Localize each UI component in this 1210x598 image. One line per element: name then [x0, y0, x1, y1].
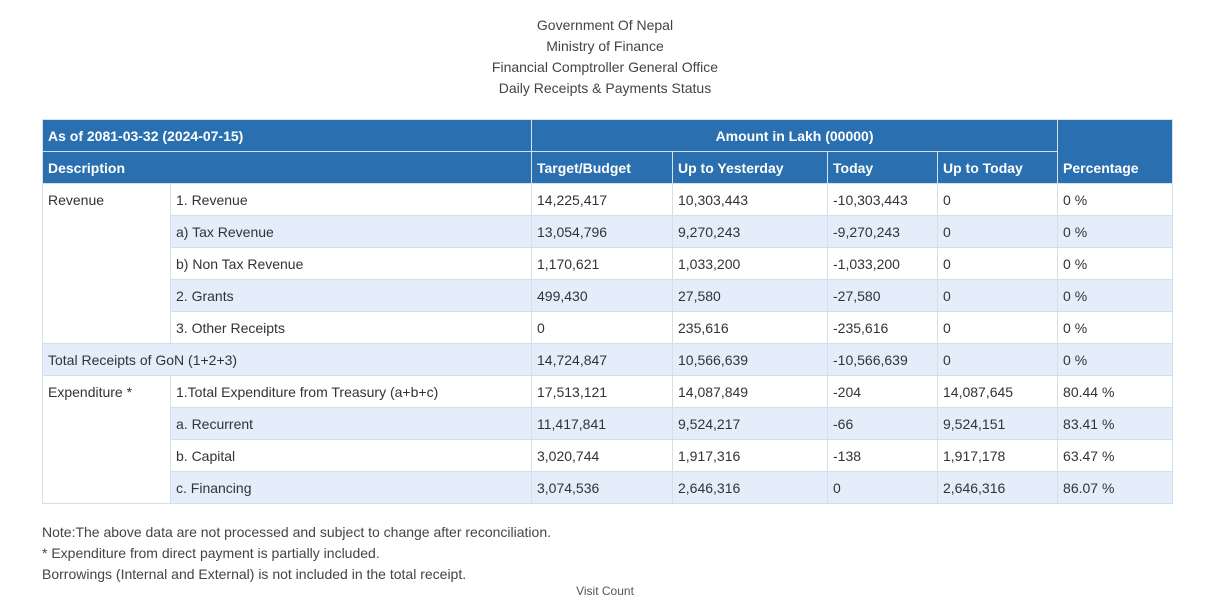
- today-cell: -9,270,243: [827, 215, 938, 248]
- notes-section: Note:The above data are not processed an…: [42, 522, 551, 585]
- report-header: Government Of Nepal Ministry of Finance …: [0, 15, 1210, 99]
- today-cell: -27,580: [827, 279, 938, 312]
- receipts-payments-table: As of 2081-03-32 (2024-07-15) Amount in …: [42, 119, 1174, 504]
- target-cell: 499,430: [531, 279, 673, 312]
- table-row: a) Tax Revenue 13,054,796 9,270,243 -9,2…: [43, 215, 1174, 248]
- total-row-label: Total Receipts of GoN (1+2+3): [42, 343, 532, 376]
- today-cell: -138: [827, 439, 938, 472]
- table-row: 3. Other Receipts 0 235,616 -235,616 0 0…: [43, 311, 1174, 344]
- target-cell: 13,054,796: [531, 215, 673, 248]
- up-to-today-cell: 0: [936, 247, 1059, 280]
- percentage-cell: 83.41 %: [1057, 407, 1174, 440]
- percentage-cell: 63.47 %: [1057, 439, 1174, 472]
- percentage-cell: 80.44 %: [1057, 375, 1174, 408]
- total-receipts-row: Total Receipts of GoN (1+2+3) 14,724,847…: [42, 343, 1174, 376]
- note-borrowings: Borrowings (Internal and External) is no…: [42, 566, 467, 582]
- visit-counter-label: Visit Count: [576, 584, 634, 598]
- yesterday-cell: 10,303,443: [672, 183, 828, 216]
- row-label: c. Financing: [170, 471, 532, 504]
- up-to-today-cell: 2,646,316: [936, 471, 1059, 504]
- up-to-today-cell: 0: [936, 279, 1059, 312]
- row-label: 1. Revenue: [170, 183, 532, 216]
- table-row: b) Non Tax Revenue 1,170,621 1,033,200 -…: [43, 247, 1174, 280]
- government-name: Government Of Nepal: [536, 17, 674, 33]
- today-cell: -235,616: [827, 311, 938, 344]
- amount-unit-header: Amount in Lakh (00000): [530, 119, 1059, 152]
- target-cell: 1,170,621: [531, 247, 673, 280]
- note-direct-payment: * Expenditure from direct payment is par…: [42, 545, 380, 561]
- today-header: Today: [827, 151, 938, 184]
- up-to-yesterday-header: Up to Yesterday: [672, 151, 828, 184]
- percentage-cell: 0 %: [1057, 215, 1174, 248]
- yesterday-cell: 1,033,200: [672, 247, 828, 280]
- expenditure-group-label: Expenditure *: [42, 375, 171, 504]
- table-row: c. Financing 3,074,536 2,646,316 0 2,646…: [43, 471, 1174, 504]
- percentage-cell: 0 %: [1057, 343, 1174, 376]
- as-of-date-header: As of 2081-03-32 (2024-07-15): [42, 119, 532, 152]
- today-cell: 0: [827, 471, 938, 504]
- yesterday-cell: 235,616: [672, 311, 828, 344]
- yesterday-cell: 14,087,849: [672, 375, 828, 408]
- row-label: b) Non Tax Revenue: [170, 247, 532, 280]
- up-to-today-cell: 0: [936, 183, 1059, 216]
- target-cell: 14,724,847: [531, 343, 673, 376]
- up-to-today-cell: 0: [936, 343, 1059, 376]
- target-cell: 3,074,536: [531, 471, 673, 504]
- percentage-cell: 0 %: [1057, 311, 1174, 344]
- row-label: 1.Total Expenditure from Treasury (a+b+c…: [170, 375, 532, 408]
- today-cell: -204: [827, 375, 938, 408]
- row-label: b. Capital: [170, 439, 532, 472]
- percentage-header: Percentage: [1057, 119, 1174, 184]
- target-cell: 17,513,121: [531, 375, 673, 408]
- yesterday-cell: 27,580: [672, 279, 828, 312]
- row-label: a. Recurrent: [170, 407, 532, 440]
- office-name: Financial Comptroller General Office: [491, 59, 719, 75]
- ministry-name: Ministry of Finance: [546, 38, 664, 54]
- report-title: Daily Receipts & Payments Status: [498, 80, 712, 96]
- table-row: 2. Grants 499,430 27,580 -27,580 0 0 %: [43, 279, 1174, 312]
- note-reconciliation: Note:The above data are not processed an…: [42, 524, 551, 540]
- today-cell: -10,566,639: [827, 343, 938, 376]
- row-label: 2. Grants: [170, 279, 532, 312]
- description-header: Description: [42, 151, 532, 184]
- up-to-today-cell: 9,524,151: [936, 407, 1059, 440]
- table-row: b. Capital 3,020,744 1,917,316 -138 1,91…: [43, 439, 1174, 472]
- yesterday-cell: 9,270,243: [672, 215, 828, 248]
- table-row: Expenditure * 1.Total Expenditure from T…: [42, 375, 1174, 504]
- yesterday-cell: 9,524,217: [672, 407, 828, 440]
- table-row: Revenue 1. Revenue 14,225,417 10,303,443…: [42, 183, 1174, 344]
- yesterday-cell: 1,917,316: [672, 439, 828, 472]
- row-label: 3. Other Receipts: [170, 311, 532, 344]
- target-cell: 11,417,841: [531, 407, 673, 440]
- target-cell: 14,225,417: [531, 183, 673, 216]
- percentage-cell: 0 %: [1057, 247, 1174, 280]
- table-row: a. Recurrent 11,417,841 9,524,217 -66 9,…: [43, 407, 1174, 440]
- up-to-today-cell: 0: [936, 311, 1059, 344]
- up-to-today-cell: 1,917,178: [936, 439, 1059, 472]
- row-label: a) Tax Revenue: [170, 215, 532, 248]
- target-cell: 0: [531, 311, 673, 344]
- percentage-cell: 0 %: [1057, 279, 1174, 312]
- up-to-today-header: Up to Today: [936, 151, 1059, 184]
- today-cell: -1,033,200: [827, 247, 938, 280]
- percentage-cell: 86.07 %: [1057, 471, 1174, 504]
- target-cell: 3,020,744: [531, 439, 673, 472]
- up-to-today-cell: 14,087,645: [936, 375, 1059, 408]
- today-cell: -66: [827, 407, 938, 440]
- percentage-cell: 0 %: [1057, 183, 1174, 216]
- revenue-group-label: Revenue: [42, 183, 171, 344]
- yesterday-cell: 2,646,316: [672, 471, 828, 504]
- today-cell: -10,303,443: [827, 183, 938, 216]
- target-budget-header: Target/Budget: [531, 151, 673, 184]
- yesterday-cell: 10,566,639: [672, 343, 828, 376]
- up-to-today-cell: 0: [936, 215, 1059, 248]
